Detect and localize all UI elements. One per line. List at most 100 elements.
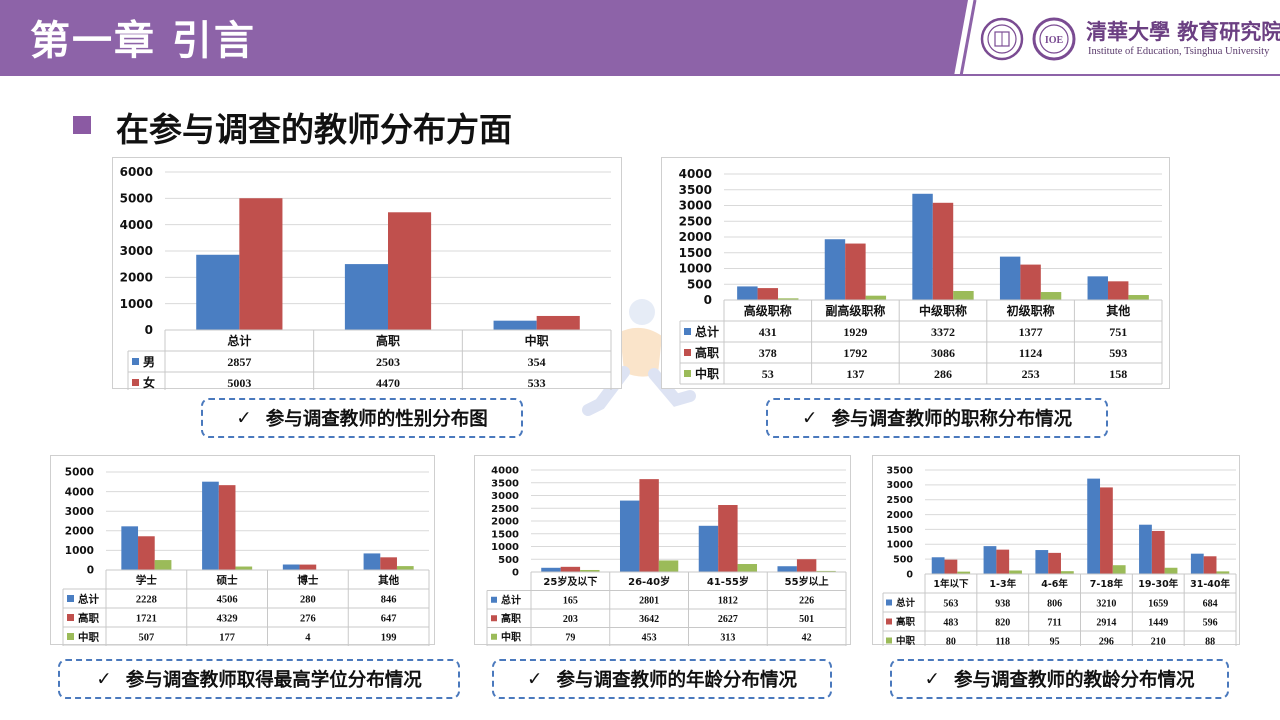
- data-value: 158: [1109, 367, 1127, 381]
- data-value: 137: [846, 367, 864, 381]
- data-value: 593: [1109, 346, 1127, 360]
- legend-swatch: [684, 349, 691, 356]
- bar: [777, 566, 797, 572]
- data-value: 563: [943, 598, 958, 609]
- bar: [299, 564, 317, 570]
- check-icon: ✓: [801, 407, 818, 429]
- y-tick-label: 500: [893, 554, 913, 565]
- y-tick-label: 0: [704, 293, 712, 307]
- data-value: 711: [1047, 617, 1061, 628]
- data-value: 88: [1205, 636, 1215, 646]
- legend-label: 中职: [896, 635, 916, 646]
- bar: [983, 546, 997, 574]
- legend-label: 高职: [78, 611, 99, 624]
- data-value: 483: [943, 617, 958, 628]
- category-label: 1-3年: [989, 578, 1016, 590]
- category-label: 55岁以上: [785, 575, 829, 588]
- title-chart-panel: 0 500 1000 1500 2000 2500 3000 3500 4000 高级职称 副高级职…: [661, 157, 1170, 389]
- data-value: 177: [219, 632, 235, 643]
- data-value: 1721: [136, 613, 157, 624]
- data-value: 1449: [1148, 617, 1168, 628]
- bar: [154, 560, 172, 570]
- bar: [344, 264, 388, 330]
- data-value: 199: [381, 632, 397, 643]
- bar: [202, 481, 219, 570]
- legend-swatch: [684, 370, 691, 377]
- y-tick-label: 0: [512, 568, 519, 579]
- data-value: 806: [1047, 598, 1062, 609]
- bar: [816, 570, 836, 572]
- bar: [931, 557, 945, 574]
- category-label: 其他: [378, 573, 399, 586]
- legend-label: 中职: [78, 630, 99, 643]
- data-value: 3642: [639, 614, 659, 625]
- bar: [718, 505, 738, 572]
- bar: [658, 560, 679, 572]
- check-icon: ✓: [924, 668, 940, 690]
- data-value: 1792: [843, 346, 867, 360]
- data-value: 3210: [1096, 598, 1116, 609]
- y-tick-label: 2000: [120, 271, 153, 285]
- bar: [1216, 571, 1230, 574]
- y-tick-label: 500: [687, 277, 712, 291]
- y-tick-label: 1000: [887, 540, 914, 551]
- bar: [824, 239, 846, 300]
- category-label: 41-55岁: [707, 575, 749, 588]
- y-tick-label: 1500: [679, 246, 712, 260]
- data-value: 501: [799, 614, 814, 625]
- category-label: 26-40岁: [628, 575, 670, 588]
- bar: [999, 256, 1021, 300]
- data-value: 80: [946, 636, 956, 646]
- category-label: 学士: [136, 573, 157, 586]
- header-underline: [0, 74, 1280, 76]
- gender-chart-panel: 0 1000 2000 3000 4000 5000 6000 总计 高职 中职男 2857 2503…: [112, 157, 622, 390]
- category-label: 高职: [376, 333, 400, 348]
- bar: [845, 243, 866, 300]
- y-tick-label: 2000: [65, 525, 94, 537]
- bar: [932, 202, 954, 300]
- section-bullet: [73, 116, 91, 134]
- bar: [1190, 553, 1204, 574]
- bar: [396, 566, 414, 570]
- y-tick-label: 3000: [120, 244, 153, 258]
- data-value: 820: [995, 617, 1010, 628]
- data-value: 313: [720, 633, 735, 644]
- bar: [1100, 487, 1113, 574]
- y-tick-label: 3000: [887, 480, 914, 491]
- bar: [541, 567, 561, 572]
- seniority-caption-text: 参与调查教师的教龄分布情况: [954, 670, 1195, 691]
- bar: [1035, 550, 1049, 574]
- y-tick-label: 3000: [65, 506, 94, 518]
- data-value: 1812: [718, 596, 738, 607]
- y-tick-label: 4000: [679, 167, 712, 181]
- y-tick-label: 6000: [120, 165, 153, 179]
- bar: [1048, 552, 1061, 574]
- y-tick-label: 1500: [887, 525, 914, 536]
- legend-swatch: [67, 633, 74, 640]
- legend-swatch: [491, 633, 497, 640]
- category-label: 总计: [227, 333, 251, 348]
- data-value: 296: [1099, 636, 1114, 646]
- bar: [1112, 565, 1126, 574]
- data-value: 280: [300, 594, 316, 605]
- bar: [1107, 281, 1129, 300]
- age-caption-text: 参与调查教师的年龄分布情况: [556, 670, 798, 691]
- category-label: 初级职称: [1007, 303, 1055, 318]
- age-chart-panel: 0 500 1000 1500 2000 2500 3000 3500 4000 25岁及以下 26…: [474, 455, 851, 646]
- title-caption: ✓ 参与调查教师的职称分布情况: [766, 398, 1108, 438]
- data-value: 4: [305, 632, 311, 643]
- data-value: 210: [1151, 636, 1166, 646]
- legend-swatch: [132, 379, 139, 386]
- slide-header: 第一章 引言 IOE 清華大學 教育研究院 Institute of Educa…: [0, 0, 1280, 76]
- bar: [235, 566, 253, 570]
- category-label: 硕士: [217, 573, 238, 586]
- data-value: 2228: [136, 594, 157, 605]
- ioe-seal-icon: IOE: [1032, 17, 1076, 61]
- bar: [196, 254, 240, 330]
- ioe-seal-letters: IOE: [1045, 35, 1064, 46]
- data-value: 938: [995, 598, 1010, 609]
- bar: [957, 571, 971, 574]
- y-tick-label: 5000: [120, 192, 153, 206]
